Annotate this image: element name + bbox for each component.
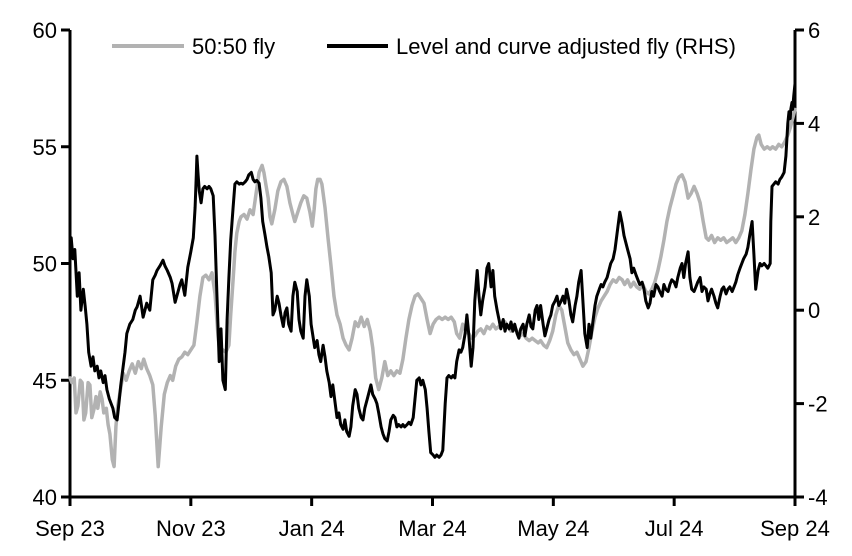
- left-tick-label-50: 50: [33, 252, 57, 277]
- x-tick-label-Jan 24: Jan 24: [279, 516, 345, 541]
- right-tick-label--2: -2: [808, 392, 828, 417]
- right-tick-label-6: 6: [808, 18, 820, 43]
- x-tick-label-Nov 23: Nov 23: [156, 516, 226, 541]
- axis-spines: [68, 30, 797, 499]
- left-tick-label-55: 55: [33, 135, 57, 160]
- left-tick-label-40: 40: [33, 485, 57, 510]
- right-tick-label-4: 4: [808, 111, 820, 136]
- x-tick-label-Sep 24: Sep 24: [760, 516, 830, 541]
- axis-ticks: [61, 28, 804, 506]
- right-tick-label-2: 2: [808, 205, 820, 230]
- x-tick-label-Sep 23: Sep 23: [35, 516, 105, 541]
- x-tick-label-Jul 24: Jul 24: [645, 516, 704, 541]
- legend: 50:50 fly Level and curve adjusted fly (…: [112, 34, 736, 59]
- right-tick-label-0: 0: [808, 298, 820, 323]
- legend-label-level-curve-fly: Level and curve adjusted fly (RHS): [396, 34, 736, 59]
- left-tick-label-45: 45: [33, 368, 57, 393]
- series-line-5050-fly: [68, 107, 797, 469]
- legend-label-5050-fly: 50:50 fly: [192, 34, 275, 59]
- x-tick-label-May 24: May 24: [517, 516, 589, 541]
- axis-tick-labels: Sep 23 Nov 23 Jan 24 Mar 24 May 24 Jul 24 Sep …: [33, 18, 830, 541]
- right-tick-label--4: -4: [808, 485, 828, 510]
- series-line-level-curve-adjusted-fly: [68, 82, 797, 459]
- x-tick-label-Mar 24: Mar 24: [398, 516, 466, 541]
- left-tick-label-60: 60: [33, 18, 57, 43]
- series-lines: [68, 82, 797, 469]
